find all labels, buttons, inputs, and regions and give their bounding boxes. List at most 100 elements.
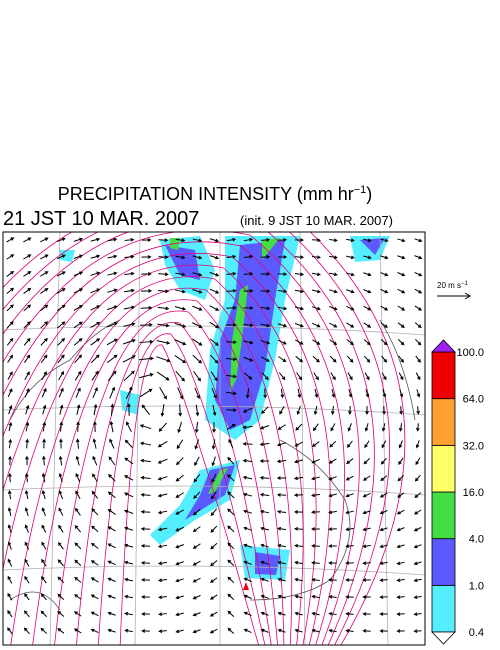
wind-vector [110, 403, 115, 416]
wind-vector [328, 628, 337, 633]
wind-vector [25, 455, 29, 466]
wind-vector [195, 404, 200, 417]
wind-vector [193, 491, 201, 499]
wind-vector [140, 544, 151, 548]
wind-vector [8, 472, 12, 483]
wind-vector [313, 423, 319, 432]
wind-vector [260, 237, 271, 242]
wind-vector [296, 405, 301, 415]
wind-vector [93, 403, 98, 416]
wind-vector [211, 387, 217, 399]
wind-vector [244, 372, 253, 380]
wind-vector [42, 438, 46, 449]
wind-vector [312, 238, 321, 242]
wind-vector [397, 338, 405, 346]
wind-vector [124, 526, 134, 531]
wind-vector [175, 238, 186, 243]
wind-vector [125, 386, 133, 399]
wind-vector [75, 472, 81, 483]
wind-vector [59, 438, 63, 449]
wind-vector [75, 455, 80, 466]
wind-vector [6, 337, 14, 346]
wind-vector [347, 423, 352, 432]
wind-vector [259, 492, 270, 497]
wind-vector [7, 371, 13, 381]
colorbar: 0.4 1.0 4.0 16.0 32.0 64.0 100.0 [431, 339, 484, 645]
wind-vector [243, 306, 254, 310]
wind-vector [24, 524, 29, 533]
wind-vector [413, 561, 422, 566]
wind-vector [140, 306, 153, 310]
wind-vector [329, 322, 338, 328]
wind-vector [41, 489, 46, 500]
wind-vector [157, 458, 168, 464]
wind-vector [75, 507, 81, 516]
wind-vector [363, 322, 372, 328]
wind-vector [75, 387, 81, 398]
wind-vector [261, 406, 269, 414]
wind-vector [158, 422, 167, 432]
wind-vector [23, 271, 32, 277]
wind-vector [175, 492, 185, 498]
wind-vector [382, 389, 387, 398]
wind-vector [396, 544, 405, 549]
wind-vector [123, 492, 134, 498]
wind-vector [140, 458, 151, 463]
wind-vector [226, 288, 237, 293]
precip-heavy [170, 238, 280, 494]
wind-vector [209, 594, 218, 600]
wind-vector [414, 474, 421, 482]
wind-vector [311, 594, 320, 599]
wind-vector [259, 425, 270, 430]
colorbar-label: 4.0 [469, 534, 484, 546]
wind-vector [92, 387, 98, 399]
wind-vector [23, 610, 30, 618]
wind-vector [362, 544, 371, 549]
vector-legend-text: 20 m s [437, 281, 461, 290]
wind-vector [363, 457, 371, 465]
wind-vector [379, 492, 388, 498]
wind-vector [23, 237, 32, 243]
wind-vector [57, 593, 65, 600]
wind-vector [175, 595, 184, 600]
wind-vector [294, 611, 303, 616]
wind-vector [24, 387, 30, 398]
wind-vector [245, 388, 250, 399]
wind-vector [396, 527, 405, 532]
wind-vector [158, 238, 169, 242]
wind-vector [226, 340, 237, 344]
wind-vector [90, 611, 99, 617]
wind-vector [259, 459, 270, 463]
wind-vector [178, 404, 183, 417]
wind-vector [75, 490, 81, 500]
wind-vector [314, 388, 319, 399]
wind-vector [260, 323, 271, 328]
wind-vector [23, 321, 31, 329]
wind-vector [59, 404, 64, 415]
wind-vector [379, 629, 388, 633]
wind-vector [139, 424, 152, 430]
colorbar-box [431, 398, 456, 446]
wind-vector [24, 558, 30, 567]
wind-vector [260, 255, 271, 259]
wind-vector [157, 440, 168, 448]
contour [32, 299, 285, 645]
wind-vector [295, 355, 304, 363]
wind-vector [345, 561, 354, 565]
wind-vector [177, 421, 182, 434]
wind-vector [381, 423, 386, 432]
wind-vector [381, 355, 388, 363]
wind-vector [57, 337, 66, 346]
wind-vector [176, 457, 184, 466]
wind-vector [7, 592, 13, 601]
wind-vector [123, 305, 136, 310]
wind-vector [414, 288, 423, 294]
wind-vector [226, 271, 237, 276]
colorbar-under [431, 631, 456, 645]
colorbar-box [431, 351, 456, 400]
wind-vector [380, 272, 389, 277]
wind-vector [160, 404, 165, 417]
colorbar-box [431, 538, 456, 586]
wind-vector [346, 440, 353, 448]
wind-vector [294, 289, 305, 294]
